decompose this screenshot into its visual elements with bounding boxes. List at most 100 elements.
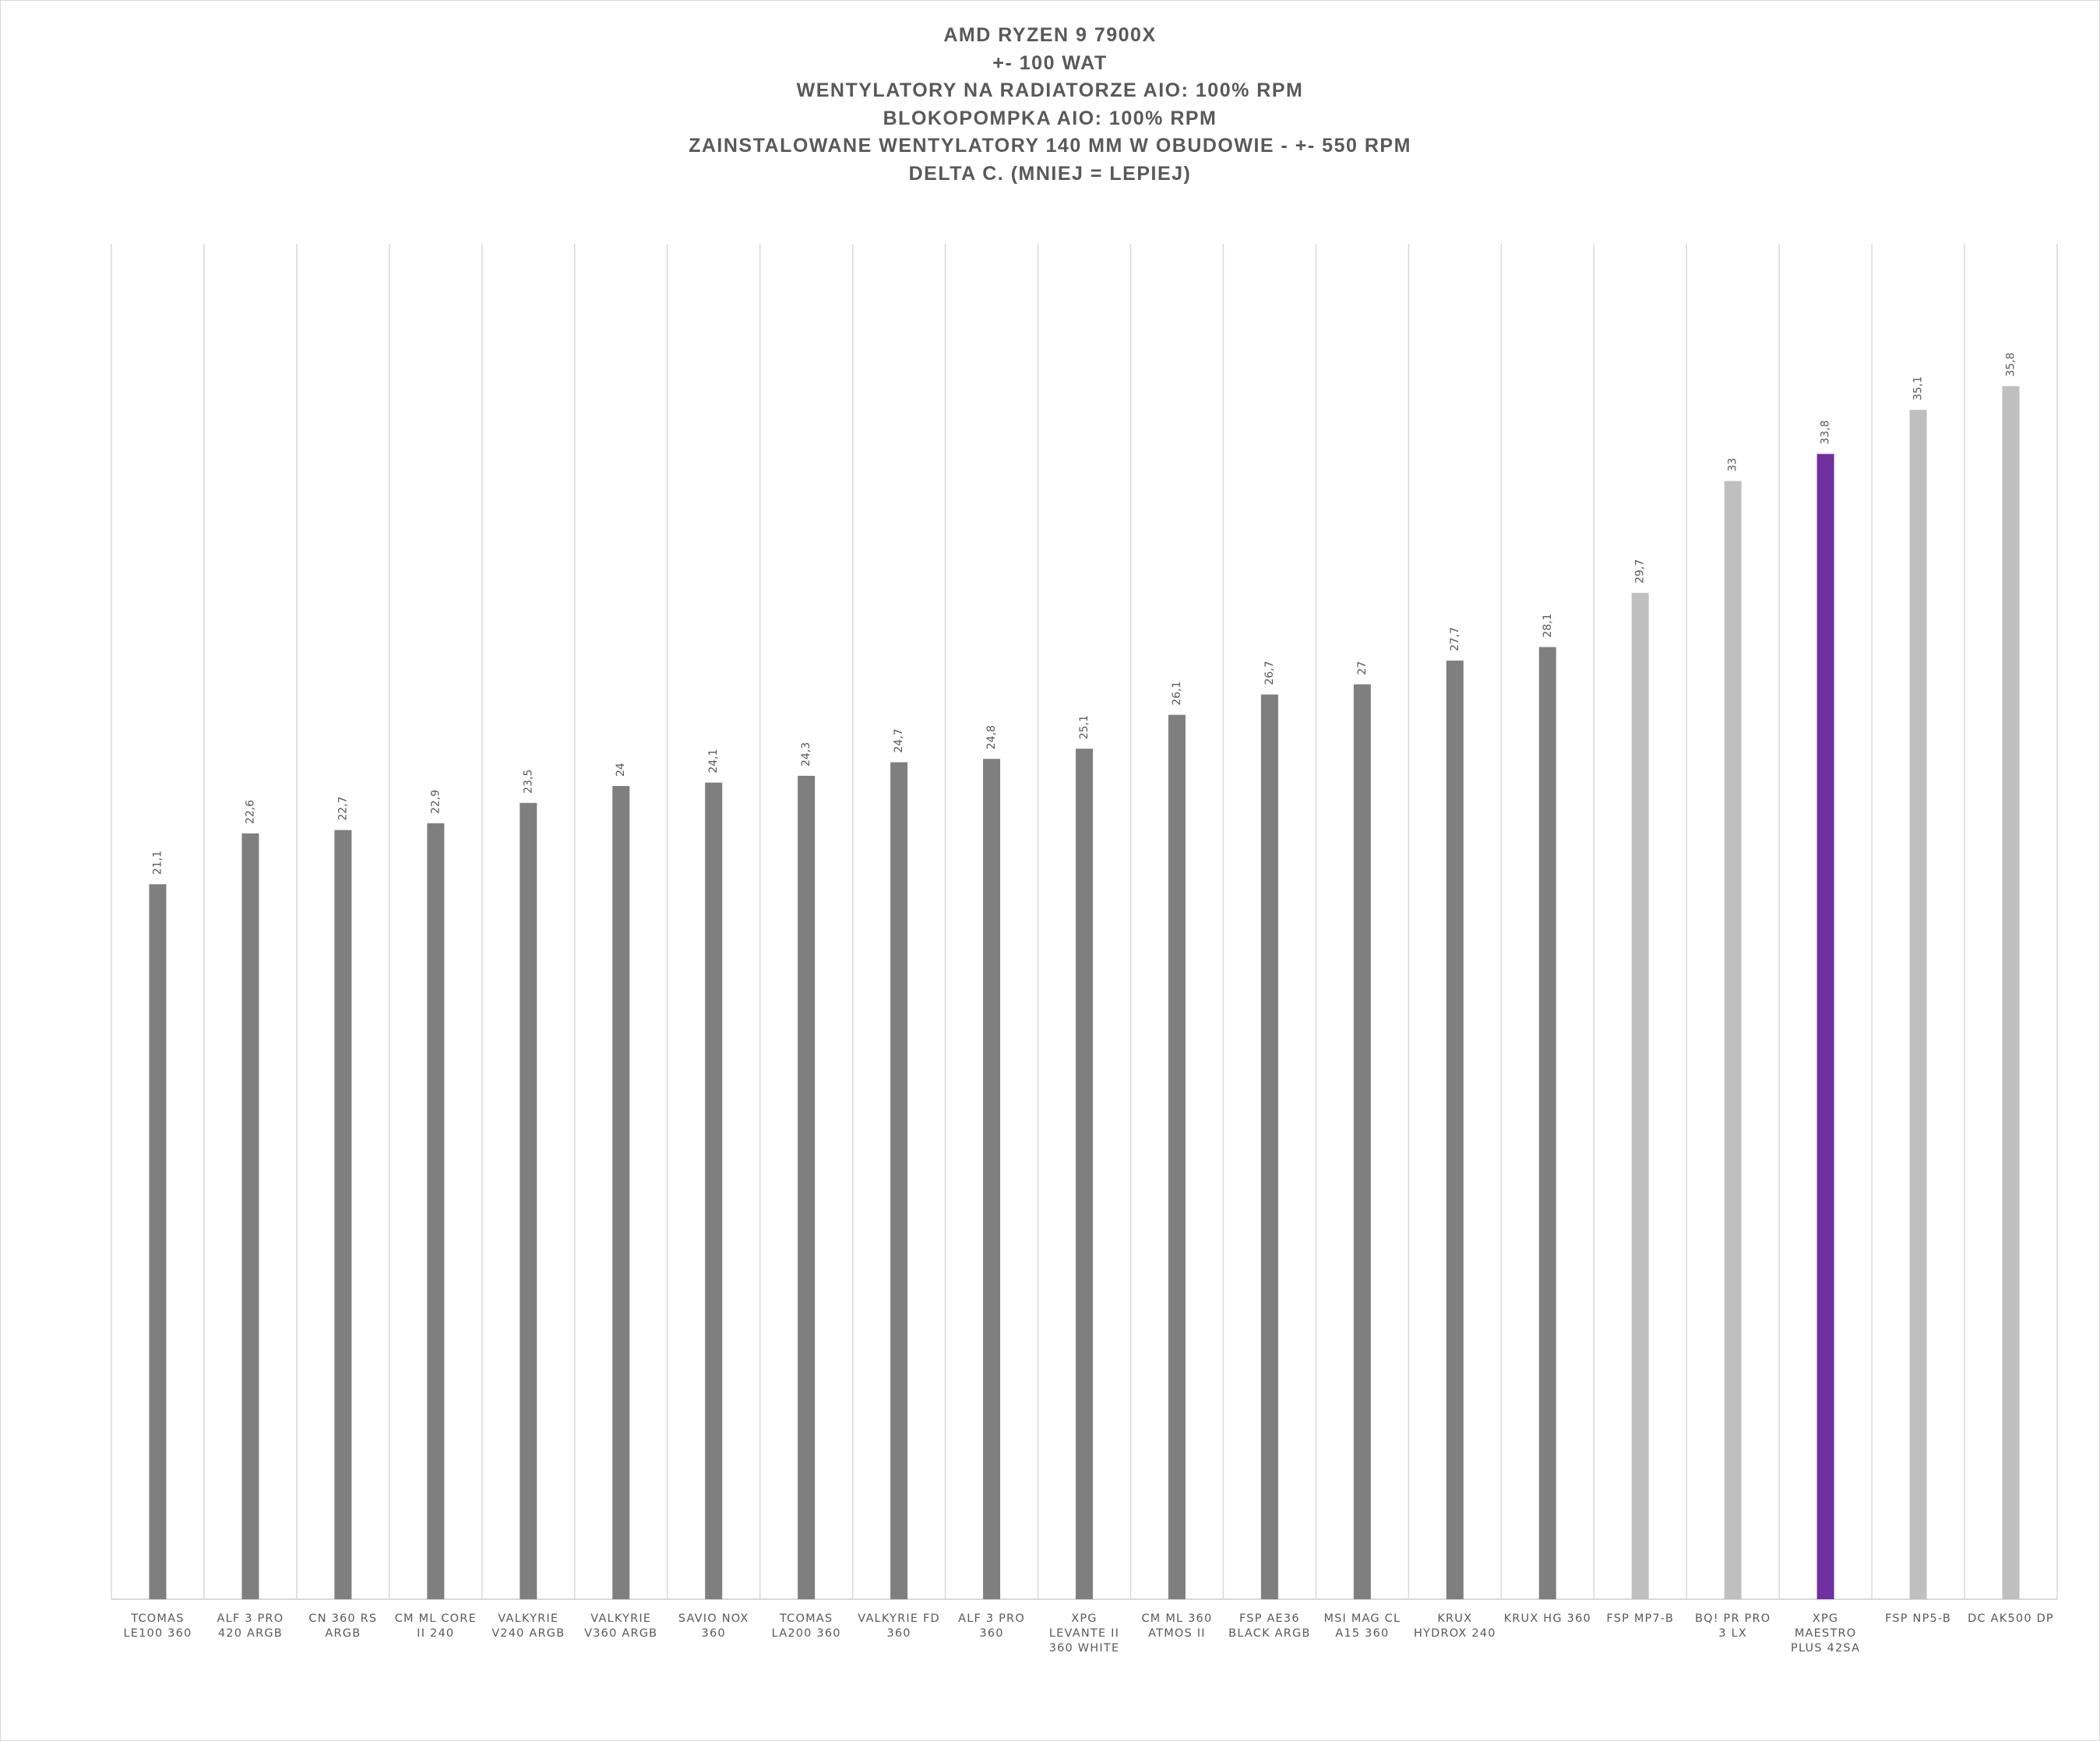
data-label: 27,7 bbox=[1449, 627, 1461, 651]
chart-title-line: BLOKOPOMPKA AIO: 100% RPM bbox=[883, 107, 1217, 129]
tick-label-line: TCOMAS bbox=[130, 1612, 184, 1625]
tick-label-line: ARGB bbox=[325, 1627, 361, 1640]
tick-label-line: SAVIO NOX bbox=[678, 1612, 749, 1625]
data-label: 24,3 bbox=[800, 742, 812, 767]
bar bbox=[890, 762, 908, 1599]
tick-label: SAVIO NOX 360 bbox=[678, 1612, 749, 1640]
tick-label: MSI MAG CL A15 360 bbox=[1323, 1612, 1401, 1640]
bar bbox=[149, 884, 167, 1599]
tick-label-line: ALF 3 PRO bbox=[217, 1612, 284, 1625]
data-label: 24 bbox=[615, 763, 627, 777]
tick-label-line: BQ! PR PRO bbox=[1695, 1612, 1771, 1625]
chart-title-line: +- 100 WAT bbox=[992, 51, 1108, 74]
data-label: 24,7 bbox=[893, 728, 905, 752]
tick-label-line: FSP NP5-B bbox=[1885, 1612, 1951, 1625]
chart-title-line: AMD RYZEN 9 7900X bbox=[943, 24, 1157, 46]
data-label: 27 bbox=[1356, 661, 1369, 675]
tick-label: CN 360 RS ARGB bbox=[308, 1612, 377, 1640]
tick-label: BQ! PR PRO 3 LX bbox=[1695, 1612, 1771, 1640]
chart-title-line: DELTA C. (MNIEJ = LEPIEJ) bbox=[908, 162, 1192, 185]
data-label: 35,1 bbox=[1912, 376, 1925, 400]
tick-label: VALKYRIE V240 ARGB bbox=[492, 1612, 565, 1640]
bar bbox=[705, 782, 723, 1599]
bar bbox=[798, 775, 816, 1600]
tick-label-line: VALKYRIE bbox=[590, 1612, 651, 1625]
data-label: 33 bbox=[1727, 458, 1739, 472]
bar bbox=[1446, 661, 1464, 1599]
data-label: 22,6 bbox=[244, 800, 256, 824]
data-label: 24,1 bbox=[707, 749, 720, 773]
bar bbox=[1538, 647, 1556, 1599]
tick-label-line: HYDROX 240 bbox=[1414, 1627, 1496, 1640]
tick-label-line: LEVANTE II bbox=[1049, 1627, 1119, 1640]
data-label: 22,9 bbox=[429, 790, 442, 814]
tick-label: CM ML 360 ATMOS II bbox=[1141, 1612, 1212, 1640]
bar bbox=[1724, 481, 1742, 1599]
chart-title: AMD RYZEN 9 7900X +- 100 WAT WENTYLATORY… bbox=[0, 22, 2100, 188]
tick-label-line: CM ML CORE bbox=[395, 1612, 477, 1625]
tick-label-line: XPG bbox=[1071, 1612, 1098, 1625]
tick-label-line: CM ML 360 bbox=[1141, 1612, 1212, 1625]
tick-label-line: FSP AE36 bbox=[1239, 1612, 1300, 1625]
bar bbox=[1076, 749, 1093, 1599]
tick-label-line: CN 360 RS bbox=[308, 1612, 377, 1625]
data-label: 26,7 bbox=[1263, 661, 1276, 685]
bar bbox=[1631, 593, 1649, 1599]
tick-label: VALKYRIE FD 360 bbox=[858, 1612, 940, 1640]
tick-label: ALF 3 PRO 360 bbox=[958, 1612, 1025, 1640]
bar bbox=[334, 830, 352, 1599]
tick-label: CM ML CORE II 240 bbox=[395, 1612, 477, 1640]
tick-label-line: KRUX bbox=[1437, 1612, 1472, 1625]
tick-label-line: PLUS 42SA bbox=[1791, 1642, 1860, 1655]
tick-label-line: LA200 360 bbox=[772, 1627, 841, 1640]
tick-label-line: ATMOS II bbox=[1148, 1627, 1206, 1640]
bar bbox=[241, 833, 259, 1599]
tick-label: XPG MAESTRO PLUS 42SA bbox=[1791, 1612, 1860, 1655]
tick-label-line: BLACK ARGB bbox=[1228, 1627, 1310, 1640]
tick-label: FSP MP7-B bbox=[1606, 1612, 1674, 1625]
tick-label: TCOMAS LE100 360 bbox=[123, 1612, 192, 1640]
tick-label-line: 360 bbox=[702, 1627, 726, 1640]
tick-label-line: II 240 bbox=[417, 1627, 454, 1640]
data-label: 22,7 bbox=[336, 796, 349, 820]
bar bbox=[2002, 386, 2020, 1600]
tick-label-line: LE100 360 bbox=[123, 1627, 192, 1640]
tick-label-line: 360 bbox=[886, 1627, 911, 1640]
tick-label-line: KRUX HG 360 bbox=[1504, 1612, 1591, 1625]
data-label: 29,7 bbox=[1634, 559, 1647, 583]
bar bbox=[983, 759, 1001, 1600]
data-label: 28,1 bbox=[1542, 613, 1554, 637]
bar bbox=[1909, 410, 1927, 1599]
tick-label-line: DC AK500 DP bbox=[1968, 1612, 2054, 1625]
tick-label-line: 360 bbox=[979, 1627, 1003, 1640]
tick-label-line: ALF 3 PRO bbox=[958, 1612, 1025, 1625]
tick-label: VALKYRIE V360 ARGB bbox=[584, 1612, 657, 1640]
tick-label-line: FSP MP7-B bbox=[1606, 1612, 1674, 1625]
data-label: 26,1 bbox=[1171, 681, 1183, 705]
data-label: 33,8 bbox=[1820, 421, 1832, 445]
data-label: 23,5 bbox=[522, 770, 534, 794]
bar bbox=[1816, 453, 1834, 1600]
bar bbox=[1260, 694, 1278, 1599]
tick-label: DC AK500 DP bbox=[1968, 1612, 2054, 1625]
chart-title-line: WENTYLATORY NA RADIATORZE AIO: 100% RPM bbox=[796, 79, 1304, 101]
tick-label-line: V360 ARGB bbox=[584, 1627, 657, 1640]
tick-label: KRUX HG 360 bbox=[1504, 1612, 1591, 1625]
tick-label-line: MAESTRO bbox=[1795, 1627, 1857, 1640]
tick-label-line: VALKYRIE bbox=[498, 1612, 558, 1625]
tick-label-line: MSI MAG CL bbox=[1323, 1612, 1401, 1625]
data-label: 21,1 bbox=[151, 851, 164, 875]
tick-label: XPG LEVANTE II 360 WHITE bbox=[1049, 1612, 1120, 1655]
bar bbox=[427, 823, 445, 1599]
tick-label: FSP NP5-B bbox=[1885, 1612, 1951, 1625]
tick-label-line: TCOMAS bbox=[779, 1612, 833, 1625]
tick-label: TCOMAS LA200 360 bbox=[772, 1612, 841, 1640]
tick-label-line: 3 LX bbox=[1718, 1627, 1747, 1640]
tick-label-line: XPG bbox=[1813, 1612, 1839, 1625]
tick-label: KRUX HYDROX 240 bbox=[1414, 1612, 1496, 1640]
tick-label: FSP AE36 BLACK ARGB bbox=[1228, 1612, 1310, 1640]
data-label: 25,1 bbox=[1078, 715, 1091, 739]
tick-label-line: VALKYRIE FD bbox=[858, 1612, 940, 1625]
bar bbox=[520, 802, 537, 1599]
